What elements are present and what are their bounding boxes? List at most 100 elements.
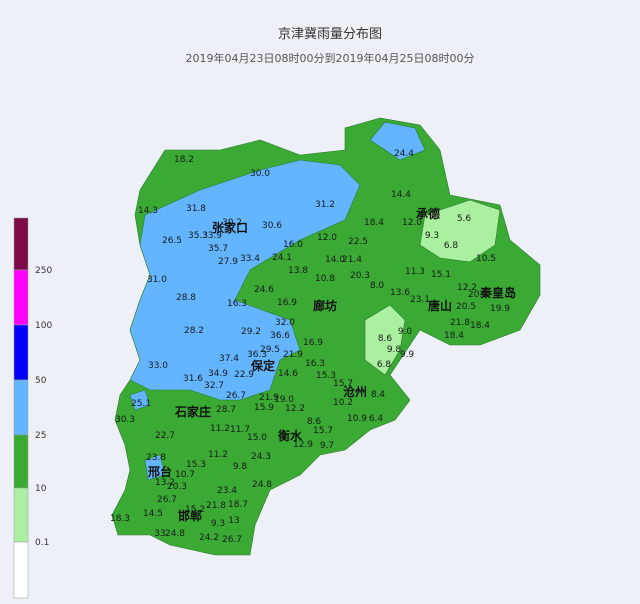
- station-value: 8.6: [378, 334, 393, 344]
- station-value: 24.3: [251, 452, 271, 462]
- station-value: 15.1: [431, 270, 451, 280]
- station-value: 24.4: [394, 149, 414, 159]
- heavy-rain-area: [144, 454, 166, 481]
- station-value: 5.6: [457, 214, 472, 224]
- station-value: 20.3: [350, 271, 370, 281]
- station-value: 31.6: [183, 374, 203, 384]
- station-value: 18.3: [110, 514, 130, 524]
- station-value: 30.0: [250, 169, 270, 179]
- station-value: 16.3: [227, 299, 247, 309]
- station-value: 10.5: [476, 254, 496, 264]
- legend-swatch: [13, 269, 29, 326]
- station-value: 20.3: [167, 482, 187, 492]
- city-label: 秦皇岛: [479, 285, 516, 300]
- station-value: 12.9: [293, 440, 313, 450]
- station-value: 22.9: [234, 370, 254, 380]
- legend-label: 50: [35, 376, 47, 386]
- city-label: 承德: [416, 206, 440, 221]
- station-value: 27.9: [218, 257, 238, 267]
- station-value: 18.2: [174, 155, 194, 165]
- light-rain-area: [364, 304, 406, 376]
- city-label: 廊坊: [313, 298, 337, 313]
- station-value: 28.2: [184, 326, 204, 336]
- station-value: 9.8: [233, 462, 248, 472]
- legend-label: 25: [35, 431, 46, 441]
- legend-label: 0.1: [35, 538, 49, 548]
- station-value: 32.7: [204, 381, 224, 391]
- station-value: 29.2: [241, 327, 261, 337]
- station-value: 15.9: [254, 403, 274, 413]
- station-value: 14.3: [138, 206, 158, 216]
- station-value: 13.8: [288, 266, 308, 276]
- station-value: 15.7: [333, 379, 353, 389]
- title: 京津冀雨量分布图: [278, 26, 382, 42]
- station-value: 16.0: [283, 240, 303, 250]
- station-value: 24.8: [165, 529, 185, 539]
- station-value: 21.4: [342, 255, 362, 265]
- station-value: 32.0: [275, 318, 295, 328]
- station-value: 29.5: [260, 345, 280, 355]
- station-value: 16.3: [305, 359, 325, 369]
- station-value: 14.5: [143, 509, 163, 519]
- station-value: 21.8: [206, 501, 226, 511]
- station-value: 33.9: [202, 231, 222, 241]
- station-value: 15.2: [185, 505, 205, 515]
- station-value: 9.8: [387, 345, 402, 355]
- legend-label: 250: [35, 266, 52, 276]
- station-value: 10.9: [347, 414, 367, 424]
- station-value: 31.2: [315, 200, 335, 210]
- station-value: 8.0: [370, 281, 385, 291]
- heavy-rain-area: [129, 389, 151, 411]
- station-value: 28.8: [176, 293, 196, 303]
- light-rain-area: [419, 199, 501, 263]
- station-value: 23.4: [217, 486, 237, 496]
- station-value: 31.8: [186, 204, 206, 214]
- station-value: 26.7: [157, 495, 177, 505]
- station-value: 30.3: [115, 415, 135, 425]
- station-value: 10.2: [333, 398, 353, 408]
- station-value: 26.5: [162, 236, 182, 246]
- station-value: 33: [154, 529, 165, 539]
- station-value: 18.4: [444, 331, 464, 341]
- station-value: 9.7: [320, 441, 334, 451]
- station-value: 22.5: [348, 237, 368, 247]
- heavy-rain-area: [129, 159, 361, 401]
- station-value: 10.7: [175, 470, 195, 480]
- station-value: 6.4: [369, 414, 384, 424]
- station-value: 12.0: [317, 233, 337, 243]
- station-value: 18.7: [228, 500, 248, 510]
- legend-swatch: [13, 541, 29, 599]
- station-value: 15.0: [247, 433, 267, 443]
- station-value: 20.3: [468, 290, 488, 300]
- station-value: 34.9: [208, 369, 228, 379]
- station-value: 37.4: [219, 354, 239, 364]
- station-value: 22.7: [155, 431, 175, 441]
- subtitle: 2019年04月23日08时00分到2019年04月25日08时00分: [186, 51, 475, 65]
- station-value: 15.7: [313, 426, 333, 436]
- city-label: 唐山: [428, 298, 452, 313]
- city-label: 邢台: [148, 464, 172, 479]
- legend-label: 100: [35, 321, 52, 331]
- station-value: 35.7: [208, 244, 228, 254]
- station-value: 36.3: [247, 350, 267, 360]
- station-value: 15.3: [316, 371, 336, 381]
- station-value: 31.0: [147, 275, 167, 285]
- legend-swatch: [13, 434, 29, 489]
- station-value: 9.0: [398, 327, 413, 337]
- heavy-rain-area: [369, 121, 426, 161]
- station-value: 9.3: [425, 231, 439, 241]
- station-value: 25.1: [131, 399, 151, 409]
- station-value: 6.8: [444, 241, 459, 251]
- station-value: 21.9: [259, 393, 279, 403]
- legend-label: 10: [35, 484, 47, 494]
- station-value: 16.9: [303, 338, 323, 348]
- station-value: 21.9: [283, 350, 303, 360]
- station-value: 19.9: [490, 304, 510, 314]
- station-value: 8.4: [371, 390, 386, 400]
- station-value: 33.0: [148, 361, 168, 371]
- legend-swatch: [13, 379, 29, 436]
- station-value: 24.8: [252, 480, 272, 490]
- station-value: 24.1: [272, 253, 292, 263]
- station-value: 6.8: [377, 360, 392, 370]
